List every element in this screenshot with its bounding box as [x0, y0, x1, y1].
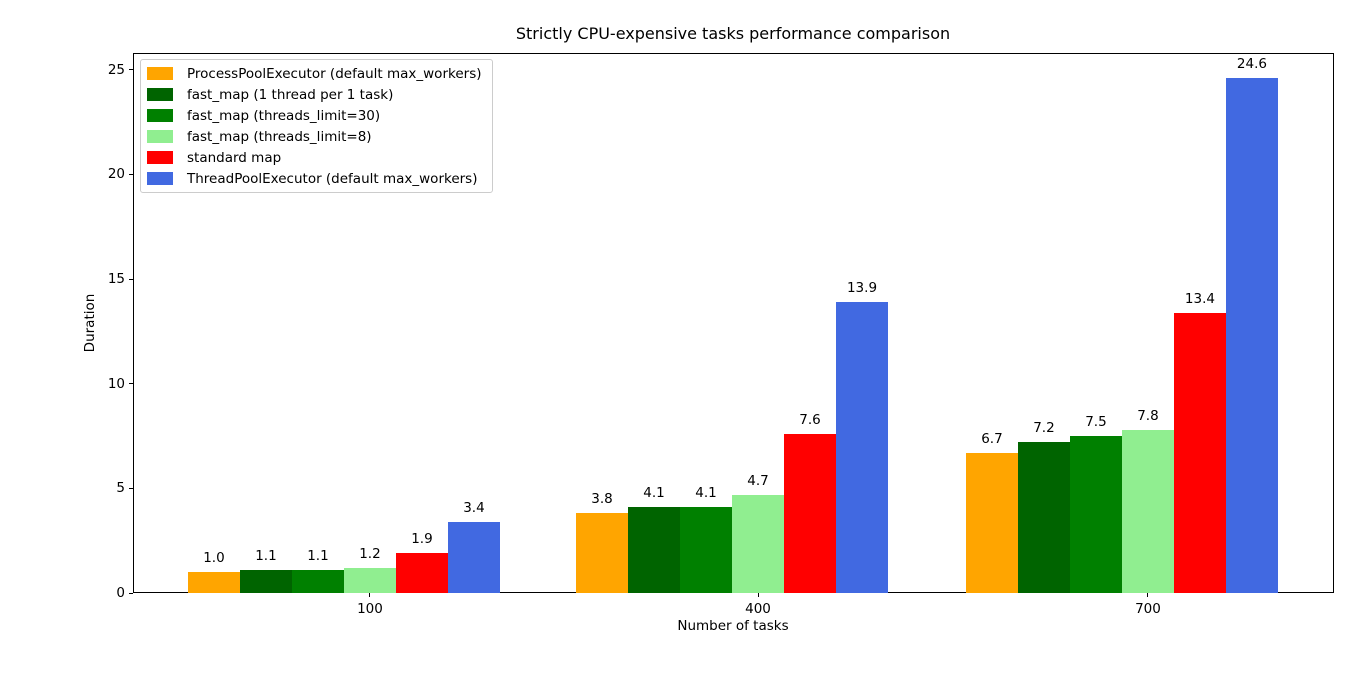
- x-tick-mark: [369, 593, 371, 597]
- bar: [965, 452, 1018, 593]
- bar: [784, 433, 836, 593]
- bar-value-label: 1.2: [359, 545, 381, 562]
- y-tick-mark: [129, 278, 133, 280]
- bar: [395, 553, 448, 593]
- y-tick-mark: [129, 592, 133, 594]
- x-tick-label: 400: [745, 601, 771, 617]
- legend-label: fast_map (threads_limit=8): [187, 128, 372, 145]
- y-tick-label: 20: [107, 166, 125, 183]
- legend-item: ProcessPoolExecutor (default max_workers…: [147, 63, 482, 84]
- bar-value-label: 1.9: [411, 531, 433, 548]
- y-tick-mark: [129, 487, 133, 489]
- x-tick-mark: [1147, 593, 1149, 597]
- y-tick-label: 10: [107, 375, 125, 392]
- y-tick-mark: [129, 69, 133, 71]
- bar-value-label: 6.7: [981, 430, 1003, 447]
- legend-item: ThreadPoolExecutor (default max_workers): [147, 168, 482, 189]
- bar: [732, 494, 784, 593]
- bar: [447, 521, 500, 593]
- y-tick-mark: [129, 383, 133, 385]
- bar: [291, 569, 344, 593]
- y-tick-mark: [129, 173, 133, 175]
- bar: [1069, 436, 1122, 593]
- legend-label: ThreadPoolExecutor (default max_workers): [187, 170, 478, 187]
- bar: [576, 513, 628, 593]
- legend-label: ProcessPoolExecutor (default max_workers…: [187, 65, 482, 82]
- y-axis-label: Duration: [82, 293, 98, 353]
- bar: [343, 567, 396, 593]
- legend-swatch: [147, 109, 173, 122]
- legend-label: standard map: [187, 149, 282, 166]
- legend-item: fast_map (1 thread per 1 task): [147, 84, 482, 105]
- legend-swatch: [147, 130, 173, 143]
- legend-swatch: [147, 67, 173, 80]
- y-tick-label: 25: [107, 61, 125, 78]
- bar-value-label: 13.9: [846, 280, 878, 297]
- bar-value-label: 7.2: [1033, 420, 1055, 437]
- bar-value-label: 1.1: [307, 547, 329, 564]
- x-tick-label: 100: [357, 601, 383, 617]
- x-axis-label: Number of tasks: [677, 618, 789, 634]
- bar-value-label: 4.1: [643, 485, 665, 502]
- y-tick-label: 5: [116, 480, 125, 497]
- bar: [1225, 78, 1278, 593]
- legend: ProcessPoolExecutor (default max_workers…: [140, 59, 493, 193]
- bar: [680, 507, 732, 593]
- x-tick-label: 700: [1135, 601, 1161, 617]
- bar-value-label: 3.4: [463, 499, 485, 516]
- bar: [1017, 442, 1070, 593]
- bar: [1173, 312, 1226, 593]
- legend-swatch: [147, 151, 173, 164]
- bar: [836, 302, 888, 593]
- bar: [239, 569, 292, 593]
- chart-title: Strictly CPU-expensive tasks performance…: [515, 24, 951, 43]
- legend-label: fast_map (threads_limit=30): [187, 107, 381, 124]
- legend-item: fast_map (threads_limit=30): [147, 105, 482, 126]
- bar-value-label: 3.8: [591, 491, 613, 508]
- bar-value-label: 7.8: [1137, 407, 1159, 424]
- bar-value-label: 4.7: [747, 472, 769, 489]
- y-tick-label: 0: [116, 585, 125, 601]
- y-tick-label: 15: [107, 271, 125, 288]
- bar-value-label: 7.6: [799, 411, 821, 428]
- bar-value-label: 13.4: [1184, 290, 1215, 307]
- legend-swatch: [147, 172, 173, 185]
- bar-value-label: 7.5: [1085, 414, 1107, 431]
- bar-value-label: 24.6: [1236, 56, 1267, 73]
- bar-value-label: 1.1: [255, 547, 277, 564]
- bar: [1121, 429, 1174, 593]
- x-tick-mark: [757, 593, 759, 597]
- legend-label: fast_map (1 thread per 1 task): [187, 86, 394, 103]
- legend-item: fast_map (threads_limit=8): [147, 126, 482, 147]
- bar-value-label: 1.0: [203, 550, 225, 567]
- bar: [628, 507, 680, 593]
- bar: [187, 572, 240, 593]
- legend-item: standard map: [147, 147, 482, 168]
- bar-value-label: 4.1: [695, 485, 717, 502]
- legend-swatch: [147, 88, 173, 101]
